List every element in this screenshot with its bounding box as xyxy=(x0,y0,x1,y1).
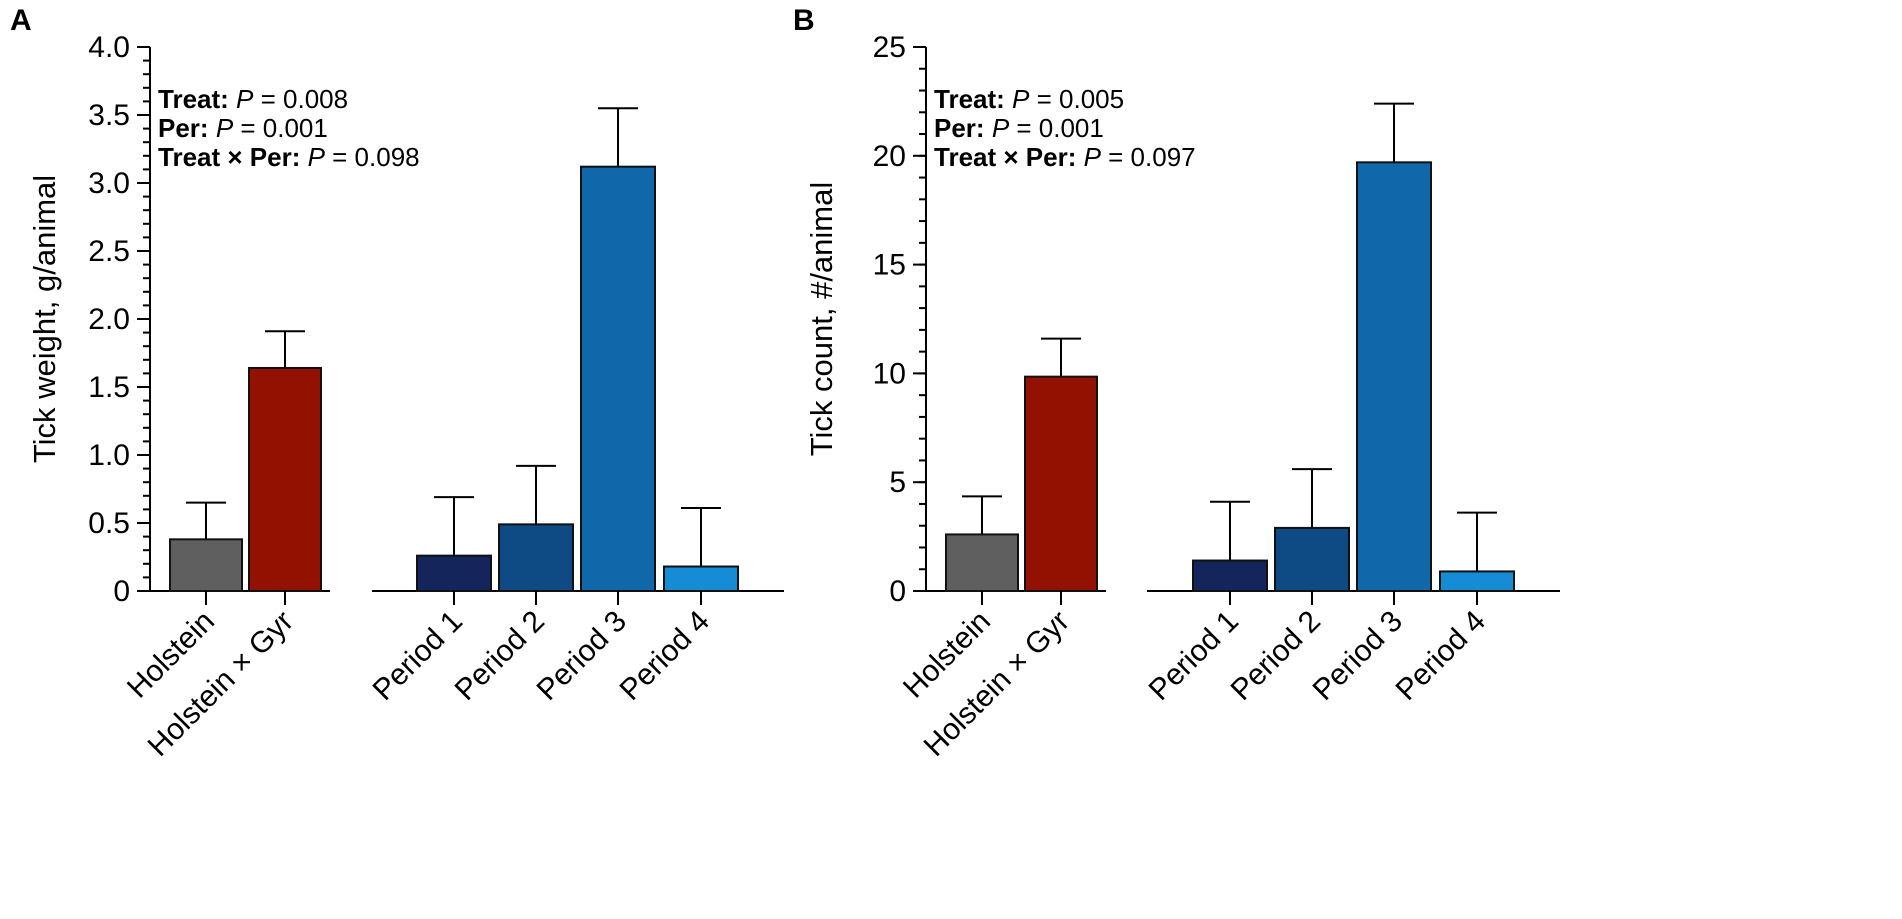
stat-annotation: Per: P = 0.001 xyxy=(934,113,1104,143)
stat-value: = 0.097 xyxy=(1101,142,1196,172)
x-category-label: Holstein × Gyr xyxy=(142,605,300,763)
stat-annotation: Per: P = 0.001 xyxy=(158,113,328,143)
bar xyxy=(1192,559,1268,593)
stat-label: Per: xyxy=(934,113,992,143)
y-tick-label: 20 xyxy=(873,140,906,173)
stat-p: P xyxy=(1084,142,1102,172)
stat-p: P xyxy=(308,142,326,172)
stat-value: = 0.001 xyxy=(233,113,328,143)
stat-p: P xyxy=(216,113,234,143)
stat-value: = 0.005 xyxy=(1029,84,1124,114)
y-tick-label: 4.0 xyxy=(88,31,130,64)
y-tick-label: 15 xyxy=(873,249,906,282)
x-category-label: Period 2 xyxy=(449,605,551,707)
panel-label: B xyxy=(793,4,815,37)
y-tick-label: 0 xyxy=(889,575,906,608)
panel-label: A xyxy=(10,4,32,37)
chart-panel-a: A 0 0.5 1.0 1.5 2.0 2.5 3.0 3.5 4.0 Tick weight, g… xyxy=(10,4,784,763)
y-tick-label: 0 xyxy=(113,575,130,608)
y-axis-label: Tick weight, g/animal xyxy=(27,175,62,463)
bar xyxy=(1024,375,1098,592)
y-axis-label: Tick count, #/animal xyxy=(804,182,839,457)
x-category-label: Period 4 xyxy=(614,605,716,707)
stat-label: Treat × Per: xyxy=(158,142,308,172)
bar xyxy=(945,533,1019,593)
bar xyxy=(663,565,739,593)
y-tick-label: 10 xyxy=(873,357,906,390)
y-tick-label: 3.5 xyxy=(88,99,130,132)
y-tick-label: 1.5 xyxy=(88,371,130,404)
stat-annotation: Treat: P = 0.005 xyxy=(934,84,1124,114)
stat-value: = 0.001 xyxy=(1009,113,1104,143)
bar xyxy=(1274,526,1350,592)
stat-label: Treat × Per: xyxy=(934,142,1084,172)
stat-value: = 0.098 xyxy=(325,142,420,172)
bar xyxy=(416,554,492,593)
stat-annotation: Treat: P = 0.008 xyxy=(158,84,348,114)
bar xyxy=(248,366,322,592)
y-tick-label: 3.0 xyxy=(88,167,130,200)
bar xyxy=(1356,161,1432,592)
x-category-label: Holstein × Gyr xyxy=(918,605,1076,763)
stat-annotation: Treat × Per: P = 0.098 xyxy=(158,142,420,172)
x-category-label: Period 2 xyxy=(1225,605,1327,707)
chart-panel-b: B 0 5 10 15 20 25 Tick count, #/animal Treat: P … xyxy=(793,4,1560,763)
stat-p: P xyxy=(1012,84,1030,114)
x-category-label: Period 3 xyxy=(531,605,633,707)
y-tick-label: 5 xyxy=(889,466,906,499)
y-tick-label: 2.5 xyxy=(88,235,130,268)
bar xyxy=(580,165,656,592)
x-category-label: Period 4 xyxy=(1390,605,1492,707)
stat-label: Per: xyxy=(158,113,216,143)
bar xyxy=(498,523,574,592)
x-category-label: Period 1 xyxy=(1143,605,1245,707)
stat-label: Treat: xyxy=(158,84,236,114)
y-tick-label: 0.5 xyxy=(88,507,130,540)
x-category-label: Period 3 xyxy=(1307,605,1409,707)
y-tick-label: 25 xyxy=(873,31,906,64)
stat-value: = 0.008 xyxy=(253,84,348,114)
y-tick-label: 1.0 xyxy=(88,439,130,472)
bar xyxy=(169,538,243,593)
stat-p: P xyxy=(236,84,254,114)
stat-p: P xyxy=(992,113,1010,143)
stat-annotation: Treat × Per: P = 0.097 xyxy=(934,142,1196,172)
x-category-label: Period 1 xyxy=(367,605,469,707)
bar xyxy=(1439,570,1515,593)
stat-label: Treat: xyxy=(934,84,1012,114)
y-tick-label: 2.0 xyxy=(88,303,130,336)
